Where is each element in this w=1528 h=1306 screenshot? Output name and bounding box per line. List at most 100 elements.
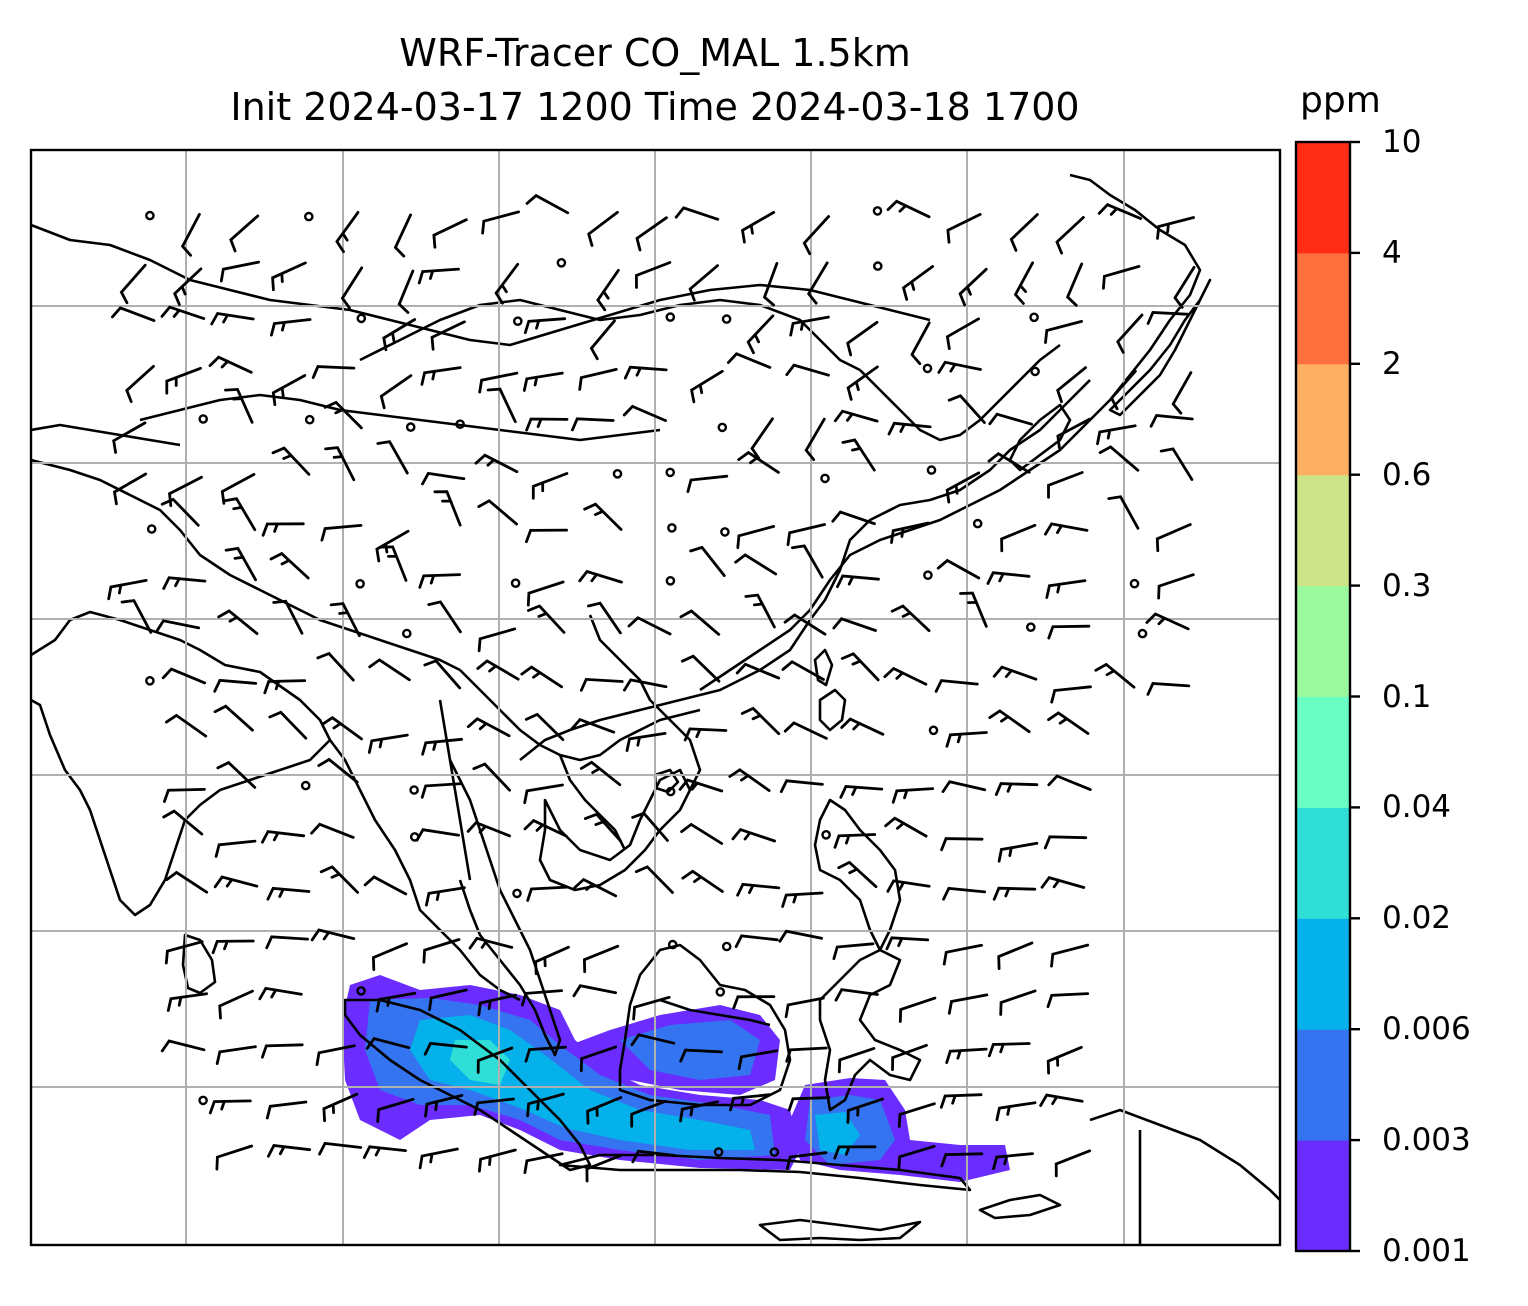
wind-barb — [623, 365, 668, 380]
wind-barb — [418, 573, 461, 589]
wind-barb — [427, 600, 462, 634]
wind-barb — [573, 877, 618, 898]
wind-barb — [1047, 711, 1090, 735]
wind-barb — [833, 1145, 877, 1160]
coast-java — [558, 1153, 972, 1192]
wind-barb — [585, 1154, 622, 1183]
wind-barb — [1047, 774, 1092, 791]
wind-barb — [728, 768, 771, 792]
wind-barb — [261, 1043, 304, 1059]
wind-barb — [375, 991, 417, 1013]
wind-barb — [988, 709, 1031, 734]
wind-barb — [631, 811, 669, 842]
wind-barb — [1040, 875, 1086, 889]
wind-barb — [833, 833, 877, 849]
wind-barb — [1000, 523, 1037, 553]
colorbar-tick-label: 0.1 — [1382, 678, 1432, 715]
wind-barb — [216, 760, 257, 789]
coast-lesser-sunda — [758, 1218, 922, 1242]
wind-barb — [534, 945, 570, 976]
wind-barb — [1097, 203, 1143, 220]
map-frame — [29, 148, 1282, 1247]
wind-barb — [421, 737, 463, 756]
wind-barb — [477, 627, 517, 653]
wind-barb — [834, 988, 879, 1002]
wind-barb — [525, 417, 569, 432]
calm-wind-marker — [1026, 622, 1036, 633]
wind-barb — [531, 472, 569, 500]
wind-barb — [579, 677, 624, 692]
wind-barb — [630, 1099, 667, 1128]
wind-barb — [315, 1044, 356, 1066]
colorbar-tick-label: 2 — [1382, 345, 1402, 382]
wind-barb — [432, 218, 468, 249]
wind-barb — [393, 213, 412, 258]
calm-wind-marker — [304, 414, 315, 425]
wind-barb — [740, 706, 781, 736]
wind-barb — [362, 1145, 407, 1159]
wind-barb — [266, 886, 311, 901]
colorbar-tick-label: 0.003 — [1382, 1122, 1471, 1159]
wind-barb — [783, 613, 827, 636]
wind-barb — [832, 617, 877, 632]
wind-barb — [945, 731, 988, 748]
wind-barb — [840, 652, 880, 682]
wind-barb — [891, 1043, 928, 1071]
wind-barb — [329, 602, 361, 638]
wind-barb — [214, 839, 257, 858]
wind-barb — [1155, 523, 1192, 553]
wind-barb — [382, 318, 417, 352]
wind-barb — [947, 993, 989, 1015]
calm-wind-marker — [665, 786, 676, 797]
calm-wind-marker — [198, 414, 208, 424]
wind-barb — [1047, 471, 1084, 499]
wind-barb — [887, 421, 932, 436]
colorbar-segment — [1296, 696, 1350, 808]
wind-barb — [836, 574, 880, 589]
calm-wind-marker — [612, 468, 623, 479]
wind-barb — [740, 211, 776, 244]
wind-barb — [572, 984, 617, 998]
wind-barb — [727, 352, 772, 369]
coast-srilanka — [181, 933, 217, 995]
wind-barb — [523, 818, 568, 838]
wind-barb — [215, 1144, 254, 1171]
wind-barb — [1146, 311, 1191, 325]
wind-barb — [477, 499, 518, 526]
title-line-1: WRF-Tracer CO_MAL 1.5km — [399, 31, 911, 75]
wind-barb — [679, 609, 721, 636]
wind-barb — [890, 604, 931, 633]
wind-barb — [891, 787, 935, 804]
wind-barb — [397, 269, 415, 314]
calm-wind-marker — [873, 261, 883, 271]
wind-barb — [224, 387, 254, 424]
wind-barb — [466, 717, 511, 738]
wind-barb — [162, 576, 207, 590]
calm-wind-marker — [556, 257, 567, 268]
wind-barb — [1044, 522, 1089, 536]
wind-barb — [208, 1099, 252, 1115]
wind-barb — [166, 992, 208, 1012]
wind-barb — [1156, 216, 1195, 240]
wind-barb — [688, 264, 719, 302]
calm-wind-marker — [355, 579, 365, 589]
wind-barb — [229, 214, 260, 253]
wind-barb — [526, 1092, 565, 1118]
wind-barb — [472, 762, 511, 792]
wind-barb — [781, 891, 824, 908]
wind-barb — [806, 261, 829, 305]
wind-barb — [634, 261, 672, 289]
wind-barb — [683, 727, 728, 742]
wind-barb — [732, 995, 776, 1010]
colorbar-segment — [1296, 1029, 1350, 1141]
wind-barb — [586, 1096, 623, 1125]
title-line-2: Init 2024-03-17 1200 Time 2024-03-18 170… — [230, 85, 1080, 129]
wind-barb — [1044, 320, 1083, 344]
coast-vietnam-east — [588, 614, 702, 791]
wind-barb — [1098, 445, 1140, 472]
wind-barb — [323, 400, 363, 430]
colorbar-tick-label: 0.04 — [1382, 789, 1452, 826]
calm-wind-marker — [665, 312, 676, 322]
wind-barb — [430, 320, 466, 351]
wind-barb — [321, 715, 363, 741]
